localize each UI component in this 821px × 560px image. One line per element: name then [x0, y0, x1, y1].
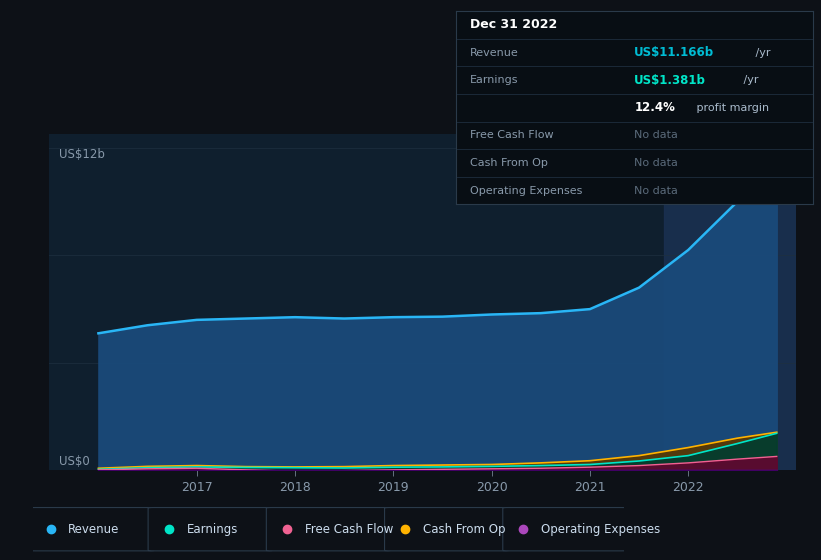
Text: US$1.381b: US$1.381b	[635, 74, 706, 87]
Text: /yr: /yr	[741, 75, 759, 85]
Text: US$11.166b: US$11.166b	[635, 46, 714, 59]
FancyBboxPatch shape	[384, 507, 509, 551]
Text: /yr: /yr	[752, 48, 771, 58]
Bar	[663, 134, 796, 470]
Text: Revenue: Revenue	[68, 522, 120, 536]
Text: US$12b: US$12b	[59, 148, 105, 161]
Text: No data: No data	[635, 185, 678, 195]
FancyBboxPatch shape	[266, 507, 391, 551]
FancyBboxPatch shape	[30, 507, 154, 551]
Text: No data: No data	[635, 130, 678, 141]
FancyBboxPatch shape	[148, 507, 273, 551]
Text: profit margin: profit margin	[693, 103, 769, 113]
Text: Earnings: Earnings	[186, 522, 238, 536]
Text: US$0: US$0	[59, 455, 89, 468]
Text: Operating Expenses: Operating Expenses	[541, 522, 660, 536]
Text: Revenue: Revenue	[470, 48, 519, 58]
Text: Cash From Op: Cash From Op	[470, 158, 548, 168]
Text: Free Cash Flow: Free Cash Flow	[470, 130, 553, 141]
Text: Earnings: Earnings	[470, 75, 518, 85]
Text: Operating Expenses: Operating Expenses	[470, 185, 582, 195]
Text: Dec 31 2022: Dec 31 2022	[470, 18, 557, 31]
Text: No data: No data	[635, 158, 678, 168]
Text: 12.4%: 12.4%	[635, 101, 675, 114]
Text: Cash From Op: Cash From Op	[423, 522, 506, 536]
Text: Free Cash Flow: Free Cash Flow	[305, 522, 393, 536]
FancyBboxPatch shape	[502, 507, 627, 551]
